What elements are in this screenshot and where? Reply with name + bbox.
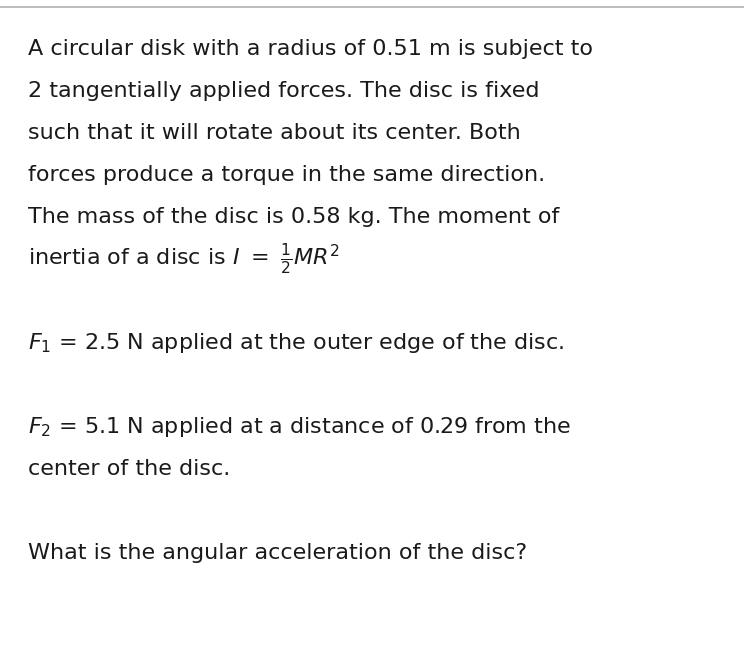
Text: The mass of the disc is 0.58 kg. The moment of: The mass of the disc is 0.58 kg. The mom… (28, 207, 559, 227)
Text: forces produce a torque in the same direction.: forces produce a torque in the same dire… (28, 165, 545, 185)
Text: center of the disc.: center of the disc. (28, 459, 230, 479)
Text: inertia of a disc is $I\ =\ \frac{1}{2}MR^2$: inertia of a disc is $I\ =\ \frac{1}{2}M… (28, 241, 339, 276)
Text: 2 tangentially applied forces. The disc is fixed: 2 tangentially applied forces. The disc … (28, 81, 539, 101)
Text: such that it will rotate about its center. Both: such that it will rotate about its cente… (28, 123, 521, 143)
Text: What is the angular acceleration of the disc?: What is the angular acceleration of the … (28, 543, 527, 563)
Text: $F_1$ = 2.5 N applied at the outer edge of the disc.: $F_1$ = 2.5 N applied at the outer edge … (28, 331, 565, 355)
Text: A circular disk with a radius of 0.51 m is subject to: A circular disk with a radius of 0.51 m … (28, 39, 593, 59)
Text: $F_2$ = 5.1 N applied at a distance of 0.29 from the: $F_2$ = 5.1 N applied at a distance of 0… (28, 415, 571, 439)
